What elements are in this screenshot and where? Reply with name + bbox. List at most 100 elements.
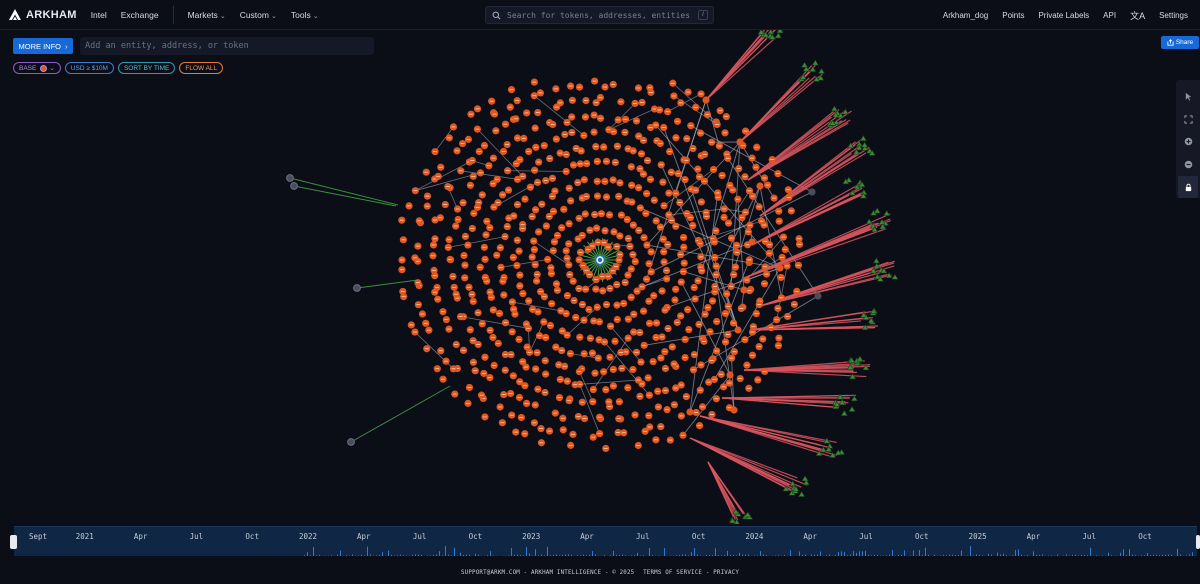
- tree-cluster-node[interactable]: [849, 373, 857, 380]
- terms-link[interactable]: TERMS OF SERVICE: [643, 570, 703, 576]
- tree-cluster-node[interactable]: [842, 178, 850, 185]
- tree-cluster-node[interactable]: [862, 314, 870, 320]
- outlier-node[interactable]: [353, 284, 361, 292]
- chain-filter-chip[interactable]: BASE ⌄: [13, 62, 61, 74]
- tree-cluster-node[interactable]: [811, 59, 819, 66]
- search-input[interactable]: [507, 10, 692, 20]
- tree-cluster-node[interactable]: [825, 445, 833, 452]
- hub-node[interactable]: [814, 292, 822, 300]
- tree-cluster-node[interactable]: [774, 32, 782, 39]
- center-entity-core[interactable]: [597, 257, 603, 263]
- nav-exchange[interactable]: Exchange: [120, 9, 159, 20]
- tree-cluster-node[interactable]: [833, 400, 841, 407]
- nav-settings[interactable]: Settings: [1159, 10, 1188, 20]
- nav-tools-dropdown[interactable]: Tools ⌄: [291, 10, 319, 20]
- tree-cluster-node[interactable]: [729, 517, 737, 524]
- global-search[interactable]: /: [485, 6, 714, 24]
- tree-cluster-node[interactable]: [872, 257, 880, 264]
- tree-cluster-node[interactable]: [817, 67, 826, 74]
- transaction-graph[interactable]: [0, 30, 1200, 524]
- lock-tool[interactable]: [1178, 176, 1198, 198]
- tree-cluster-node[interactable]: [823, 437, 831, 444]
- tree-cluster-node[interactable]: [837, 112, 845, 119]
- tree-cluster-node[interactable]: [868, 149, 876, 156]
- hub-node[interactable]: [730, 406, 738, 414]
- tree-cluster-node[interactable]: [744, 511, 752, 518]
- arkham-logo[interactable]: ARKHAM: [8, 8, 77, 22]
- tree-cluster-node[interactable]: [869, 308, 878, 314]
- outlier-node[interactable]: [286, 174, 294, 182]
- tree-cluster-node[interactable]: [792, 485, 800, 492]
- tree-cluster-node[interactable]: [840, 409, 848, 416]
- tree-cluster-node[interactable]: [829, 119, 837, 126]
- tree-cluster-node[interactable]: [809, 65, 817, 72]
- hub-node[interactable]: [736, 138, 744, 146]
- tree-cluster-node[interactable]: [859, 192, 867, 199]
- tree-cluster-node[interactable]: [832, 111, 840, 118]
- tree-cluster-node[interactable]: [859, 135, 867, 141]
- zoom-in-tool[interactable]: [1178, 131, 1198, 153]
- nav-private-labels[interactable]: Private Labels: [1038, 10, 1090, 20]
- entity-input[interactable]: [80, 37, 374, 55]
- tree-cluster-node[interactable]: [801, 475, 809, 482]
- nav-points[interactable]: Points: [1002, 10, 1025, 20]
- tree-cluster-node[interactable]: [834, 449, 842, 456]
- tree-cluster-node[interactable]: [800, 61, 809, 68]
- tree-cluster-node[interactable]: [873, 262, 881, 269]
- tree-cluster-node[interactable]: [732, 508, 740, 515]
- translate-icon[interactable]: 文A: [1130, 10, 1146, 21]
- tree-cluster-node[interactable]: [869, 267, 877, 274]
- hub-node[interactable]: [686, 408, 694, 416]
- hub-node[interactable]: [726, 371, 734, 379]
- tree-cluster-node[interactable]: [767, 30, 775, 35]
- tree-cluster-node[interactable]: [830, 105, 838, 112]
- tree-cluster-node[interactable]: [819, 446, 827, 453]
- sort-by-time-chip[interactable]: SORT BY TIME: [117, 62, 176, 74]
- tree-cluster-node[interactable]: [802, 479, 810, 486]
- tree-cluster-node[interactable]: [782, 485, 790, 492]
- tree-cluster-node[interactable]: [871, 226, 879, 233]
- tree-cluster-node[interactable]: [848, 405, 856, 412]
- tree-cluster-node[interactable]: [876, 275, 884, 282]
- graph-nodes[interactable]: [286, 30, 899, 524]
- tree-cluster-node[interactable]: [802, 65, 810, 72]
- tree-cluster-node[interactable]: [798, 490, 806, 497]
- pointer-tool[interactable]: [1178, 86, 1198, 108]
- outlier-node[interactable]: [347, 438, 355, 446]
- nav-intel[interactable]: Intel: [90, 9, 107, 20]
- privacy-link[interactable]: PRIVACY: [713, 570, 740, 576]
- tree-cluster-node[interactable]: [826, 442, 834, 449]
- zoom-out-tool[interactable]: [1178, 154, 1198, 176]
- nav-api[interactable]: API: [1103, 10, 1117, 20]
- tree-cluster-node[interactable]: [883, 209, 891, 216]
- flow-filter-chip[interactable]: FLOW ALL: [179, 62, 224, 74]
- tree-cluster-node[interactable]: [817, 74, 825, 81]
- time-range-slider[interactable]: Sept 2021 Apr Jul Oct 2022 Apr Jul Oct 2023 Apr Jul…: [14, 526, 1197, 556]
- tree-cluster-node[interactable]: [852, 148, 860, 155]
- tree-cluster-node[interactable]: [880, 267, 888, 274]
- tree-cluster-node[interactable]: [856, 355, 864, 362]
- more-info-button[interactable]: MORE INFO ›: [13, 38, 73, 54]
- hub-node[interactable]: [808, 188, 816, 196]
- tree-cluster-node[interactable]: [789, 480, 797, 487]
- tree-cluster-node[interactable]: [873, 273, 881, 280]
- tree-cluster-node[interactable]: [873, 207, 881, 214]
- tree-cluster-node[interactable]: [846, 363, 854, 370]
- tree-cluster-node[interactable]: [757, 30, 765, 35]
- tree-cluster-node[interactable]: [768, 33, 776, 40]
- nav-user-profile[interactable]: Arkham_dog: [942, 10, 989, 20]
- timeline-start-handle[interactable]: [10, 535, 17, 549]
- tree-cluster-node[interactable]: [861, 324, 869, 330]
- tree-cluster-node[interactable]: [813, 75, 821, 82]
- hub-node[interactable]: [740, 286, 748, 294]
- hub-node[interactable]: [776, 264, 784, 272]
- fit-screen-tool[interactable]: [1178, 109, 1198, 131]
- outlier-node[interactable]: [290, 182, 298, 190]
- hub-node[interactable]: [756, 182, 764, 190]
- hub-node[interactable]: [734, 326, 742, 334]
- tree-cluster-node[interactable]: [891, 273, 899, 280]
- tree-cluster-node[interactable]: [829, 451, 837, 458]
- tree-cluster-node[interactable]: [776, 30, 784, 34]
- hub-node[interactable]: [748, 238, 756, 246]
- nav-custom-dropdown[interactable]: Custom ⌄: [240, 10, 277, 20]
